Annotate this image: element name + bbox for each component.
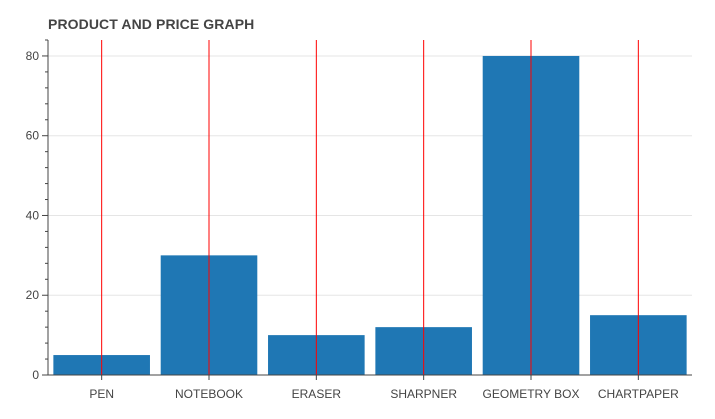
y-tick-label: 60 xyxy=(26,129,40,143)
y-tick-label: 40 xyxy=(26,208,40,222)
x-tick-label: ERASER xyxy=(292,387,342,401)
x-tick-label: CHARTPAPER xyxy=(598,387,679,401)
y-tick-label: 20 xyxy=(26,288,40,302)
x-tick-label: PEN xyxy=(89,387,114,401)
y-tick-label: 80 xyxy=(26,49,40,63)
chart-title: PRODUCT AND PRICE GRAPH xyxy=(48,16,255,32)
x-tick-label: GEOMETRY BOX xyxy=(483,387,580,401)
x-tick-label: NOTEBOOK xyxy=(175,387,243,401)
y-tick-label: 0 xyxy=(32,368,39,382)
x-tick-label: SHARPNER xyxy=(390,387,457,401)
